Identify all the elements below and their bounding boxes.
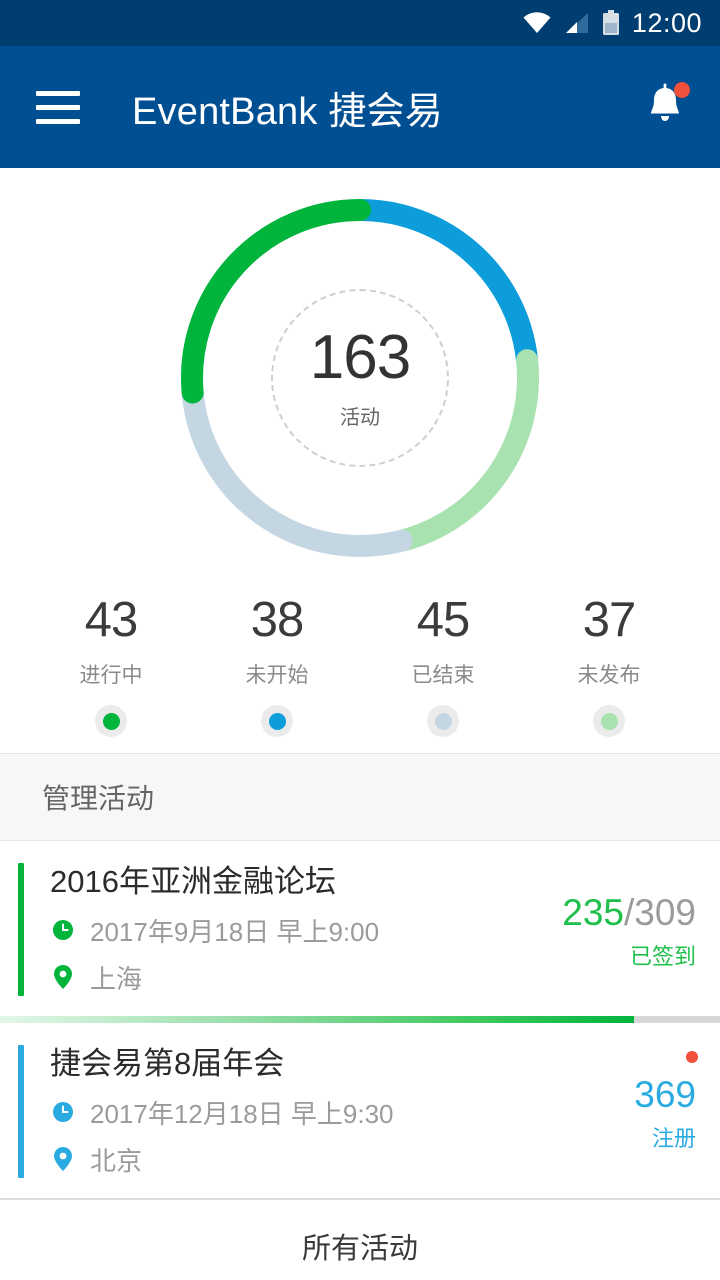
event-stat-label: 注册 — [651, 1125, 696, 1151]
donut-segment-未开始 — [349, 199, 539, 372]
event-info: 2016年亚洲金融论坛 2017年9月18日 早上9:00 上海 — [24, 863, 516, 996]
all-events-button[interactable]: 所有活动 — [0, 1199, 720, 1280]
app-bar: EventBank 捷会易 — [0, 46, 720, 168]
event-stat-value: 369 — [634, 1073, 696, 1115]
event-progress-bar — [0, 1015, 720, 1023]
donut-center-label: 163 活动 — [271, 289, 449, 467]
stat-label: 未开始 — [245, 664, 309, 687]
stat-color-dot — [427, 705, 459, 737]
all-events-label: 所有活动 — [301, 1232, 418, 1265]
stat-value: 43 — [84, 593, 139, 647]
event-stat-alert-dot — [686, 1050, 698, 1063]
section-header-manage-events: 管理活动 — [0, 753, 720, 841]
clock-icon — [50, 1100, 76, 1124]
notification-badge — [674, 82, 690, 98]
event-card-0[interactable]: 2016年亚洲金融论坛 2017年9月18日 早上9:00 上海 235/309 已签到 — [0, 841, 720, 1016]
stat-item-2[interactable]: 45 已结束 — [360, 588, 526, 753]
donut-total-value: 163 — [309, 322, 411, 392]
event-stat-label: 已签到 — [629, 943, 696, 969]
notifications-button[interactable] — [636, 78, 694, 136]
status-stats-row: 43 进行中 38 未开始 45 已结束 37 未发布 — [0, 588, 720, 753]
donut-segment-进行中 — [181, 199, 371, 404]
stat-label: 进行中 — [79, 664, 143, 687]
activities-donut-chart: 163 活动 — [0, 168, 720, 588]
donut-segment-未发布 — [390, 349, 539, 552]
wifi-icon — [522, 11, 552, 35]
footer-divider — [0, 1197, 720, 1200]
event-datetime: 2017年12月18日 早上9:30 — [90, 1098, 394, 1129]
event-stat: 369 注册 — [516, 1045, 698, 1178]
event-location-row: 上海 — [50, 959, 516, 996]
stat-item-3[interactable]: 37 未发布 — [526, 588, 692, 753]
donut-total-label: 活动 — [340, 406, 380, 429]
event-datetime-row: 2017年9月18日 早上9:00 — [50, 912, 516, 949]
event-stat-value: 235/309 — [562, 891, 696, 933]
status-bar: 12:00 — [0, 0, 720, 46]
stat-label: 未发布 — [577, 664, 641, 687]
battery-icon — [602, 10, 620, 36]
stat-value: 45 — [416, 593, 471, 647]
stat-color-dot — [593, 705, 625, 737]
event-location: 上海 — [90, 963, 143, 994]
event-accent-bar — [18, 863, 24, 996]
event-progress-fill — [0, 1015, 634, 1023]
stat-label: 已结束 — [411, 664, 475, 687]
event-card-1[interactable]: 捷会易第8届年会 2017年12月18日 早上9:30 北京 369 注册 — [0, 1022, 720, 1198]
status-bar-clock: 12:00 — [631, 7, 702, 38]
event-datetime-row: 2017年12月18日 早上9:30 — [50, 1094, 516, 1131]
stat-color-dot — [95, 705, 127, 737]
event-location: 北京 — [90, 1145, 143, 1176]
page-title: EventBank 捷会易 — [132, 90, 443, 133]
bell-icon — [643, 82, 687, 133]
event-accent-bar — [18, 1044, 24, 1178]
donut-segment-已结束 — [181, 381, 413, 557]
event-datetime: 2017年9月18日 早上9:00 — [90, 916, 380, 947]
stat-color-dot — [261, 705, 293, 737]
event-location-row: 北京 — [50, 1141, 516, 1178]
stat-value: 37 — [582, 593, 637, 647]
stat-item-0[interactable]: 43 进行中 — [28, 588, 194, 753]
location-pin-icon — [50, 1146, 76, 1172]
hamburger-menu-icon[interactable] — [36, 90, 80, 124]
donut-chart-svg — [181, 199, 539, 557]
event-title: 2016年亚洲金融论坛 — [50, 864, 336, 899]
stat-item-1[interactable]: 38 未开始 — [194, 588, 360, 753]
cellular-signal-icon — [564, 11, 590, 35]
event-stat: 235/309 已签到 — [516, 863, 696, 996]
event-title: 捷会易第8届年会 — [50, 1045, 285, 1081]
location-pin-icon — [50, 964, 76, 990]
event-list: 2016年亚洲金融论坛 2017年9月18日 早上9:00 上海 235/309 已签到… — [0, 841, 720, 1198]
clock-icon — [50, 918, 76, 942]
stat-value: 38 — [250, 593, 305, 647]
section-header-title: 管理活动 — [42, 783, 155, 814]
event-info: 捷会易第8届年会 2017年12月18日 早上9:30 北京 — [24, 1045, 516, 1178]
